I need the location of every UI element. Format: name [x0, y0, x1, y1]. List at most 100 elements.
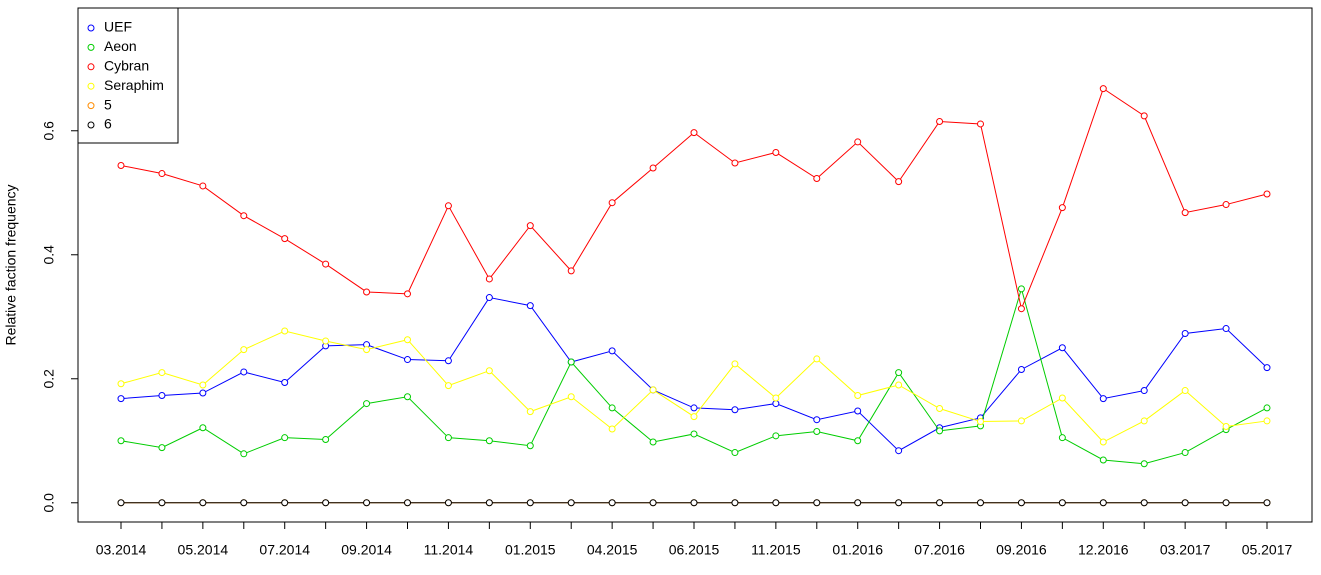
data-point: [117, 395, 125, 403]
data-point: [690, 499, 698, 507]
x-tick-label: 11.2015: [751, 542, 801, 558]
x-tick-label: 07.2016: [914, 542, 965, 558]
data-point: [1181, 209, 1189, 217]
data-point: [485, 437, 493, 445]
data-point: [322, 337, 330, 345]
legend-label: Cybran: [104, 58, 149, 74]
data-point: [731, 360, 739, 368]
y-tick-label: 0.4: [41, 245, 57, 265]
data-point: [199, 499, 207, 507]
data-point: [895, 369, 903, 377]
data-point: [444, 357, 452, 365]
data-point: [936, 117, 944, 125]
data-point: [1222, 499, 1230, 507]
data-point: [322, 260, 330, 268]
data-point: [158, 369, 166, 377]
x-tick-label: 03.2017: [1160, 542, 1211, 558]
data-point: [608, 199, 616, 207]
data-point: [363, 346, 371, 354]
data-point: [404, 499, 411, 507]
data-point: [608, 347, 616, 355]
data-point: [526, 302, 534, 310]
data-point: [1222, 423, 1230, 431]
data-point: [690, 413, 698, 421]
data-point: [117, 380, 125, 388]
data-point: [199, 182, 207, 190]
x-tick-label: 04.2015: [587, 542, 638, 558]
series: [117, 327, 1271, 446]
data-point: [1263, 404, 1271, 412]
series-line: [120, 87, 1268, 311]
data-point: [854, 499, 862, 507]
data-point: [1017, 285, 1025, 293]
data-point: [158, 170, 166, 178]
data-point: [281, 434, 289, 442]
data-point: [1181, 449, 1189, 457]
data-point: [322, 499, 330, 507]
data-point: [1017, 499, 1025, 507]
legend-marker: [87, 24, 95, 32]
data-point: [1058, 394, 1066, 402]
data-point: [404, 336, 411, 344]
data-point: [977, 499, 984, 507]
data-point: [281, 327, 289, 335]
x-tick-label: 09.2016: [996, 542, 1047, 558]
data-point: [1181, 387, 1189, 395]
data-point: [1263, 190, 1271, 198]
data-point: [567, 267, 575, 275]
data-point: [608, 404, 616, 412]
data-point: [813, 416, 821, 424]
data-point: [690, 404, 698, 412]
x-tick-label: 06.2015: [669, 542, 720, 558]
data-point: [1017, 365, 1025, 373]
x-tick-label: 01.2016: [832, 542, 883, 558]
data-point: [444, 499, 452, 507]
data-point: [526, 408, 534, 416]
data-point: [1263, 364, 1271, 372]
data-point: [117, 161, 125, 169]
series-line: [120, 330, 1268, 443]
legend-marker: [87, 121, 95, 129]
x-tick-label: 05.2014: [178, 542, 229, 558]
legend-marker: [87, 63, 95, 71]
data-point: [485, 275, 493, 283]
data-point: [567, 393, 575, 401]
data-point: [649, 164, 657, 172]
data-point: [1263, 499, 1271, 507]
data-point: [1099, 85, 1107, 93]
x-tick-label: 11.2014: [424, 542, 474, 558]
data-point: [199, 389, 207, 397]
data-point: [690, 430, 698, 438]
data-point: [240, 368, 248, 376]
data-point: [649, 386, 657, 394]
data-point: [240, 346, 248, 354]
legend-label: Aeon: [104, 38, 137, 54]
data-point: [1058, 204, 1066, 212]
data-point: [1140, 460, 1148, 468]
data-point: [1140, 112, 1148, 120]
data-point: [690, 129, 698, 137]
data-point: [1058, 434, 1066, 442]
data-point: [567, 499, 575, 507]
x-tick-label: 09.2014: [341, 542, 392, 558]
legend-marker: [87, 102, 95, 110]
data-point: [1099, 499, 1107, 507]
data-point: [1099, 456, 1107, 464]
data-point: [404, 356, 411, 364]
x-tick-label: 07.2014: [259, 542, 310, 558]
data-point: [404, 393, 411, 401]
data-point: [936, 499, 944, 507]
data-point: [158, 392, 166, 400]
data-point: [1017, 417, 1025, 425]
data-point: [444, 202, 452, 210]
data-point: [444, 382, 452, 390]
legend-label: Seraphim: [104, 77, 164, 93]
data-point: [772, 499, 780, 507]
data-point: [936, 427, 944, 435]
data-point: [936, 405, 944, 413]
data-point: [404, 290, 411, 298]
data-point: [772, 432, 780, 440]
data-point: [1140, 387, 1148, 395]
